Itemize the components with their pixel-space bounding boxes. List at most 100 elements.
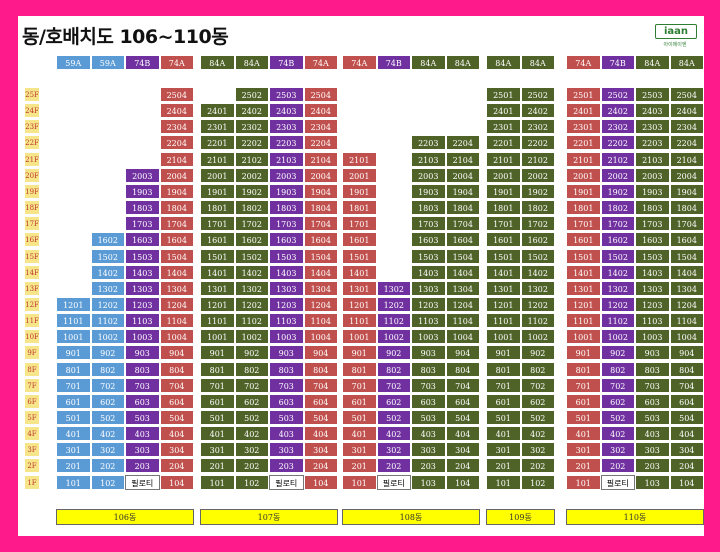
- unit-cell: 701: [486, 377, 521, 393]
- unit-type-header: 74B: [600, 55, 635, 70]
- unit-cell: 2104: [669, 151, 704, 167]
- unit-cell: 702: [376, 377, 411, 393]
- unit-cell: 204: [669, 458, 704, 474]
- unit-cell: 801: [566, 361, 601, 377]
- unit-cell: 504: [159, 410, 194, 425]
- unit-cell: 1203: [269, 296, 304, 312]
- unit-cell: 204: [303, 458, 338, 474]
- unit-cell: 402: [520, 426, 555, 442]
- unit-cell: 1004: [445, 329, 480, 345]
- unit-cell: 1601: [566, 232, 601, 248]
- unit-cell: 301: [56, 442, 91, 458]
- unit-cell: 404: [159, 426, 194, 442]
- unit-type-header: 74A: [159, 55, 194, 70]
- unit-cell: 2501: [566, 87, 601, 102]
- unit-cell: 1403: [269, 264, 304, 280]
- floor-label: 6F: [24, 393, 40, 409]
- unit-cell: 2104: [303, 151, 338, 167]
- floor-label: 1F: [24, 474, 40, 490]
- unit-cell: 1702: [600, 216, 635, 232]
- unit-cell: 202: [376, 458, 411, 474]
- unit-cell: 901: [56, 345, 91, 361]
- unit-cell: 1302: [234, 280, 269, 296]
- unit-cell: 402: [376, 426, 411, 442]
- building-label: 109동: [486, 509, 555, 525]
- unit-cell: 1202: [520, 296, 555, 312]
- unit-cell: 304: [445, 442, 480, 458]
- unit-cell: 1503: [635, 248, 670, 264]
- unit-cell: 602: [600, 393, 635, 409]
- unit-cell: 2202: [520, 135, 555, 151]
- unit-cell: 803: [125, 361, 160, 377]
- unit-cell: 1001: [200, 329, 235, 345]
- unit-cell: 404: [445, 426, 480, 442]
- unit-cell: 301: [566, 442, 601, 458]
- floor-label: 24F: [24, 103, 40, 119]
- unit-cell: 603: [269, 393, 304, 409]
- unit-cell: 701: [342, 377, 377, 393]
- unit-cell: 2201: [486, 135, 521, 151]
- unit-type-header: 84A: [234, 55, 269, 70]
- unit-cell: 1901: [342, 183, 377, 199]
- unit-cell: 203: [125, 458, 160, 474]
- unit-cell: 402: [90, 426, 125, 442]
- unit-cell: 1203: [411, 296, 446, 312]
- unit-cell: 201: [342, 458, 377, 474]
- unit-cell: 503: [125, 410, 160, 425]
- floor-label: 4F: [24, 426, 40, 442]
- unit-cell: 603: [125, 393, 160, 409]
- unit-cell: 804: [445, 361, 480, 377]
- unit-cell: 302: [90, 442, 125, 458]
- unit-cell: 601: [56, 393, 91, 409]
- unit-cell: 2401: [486, 103, 521, 119]
- unit-cell: 501: [56, 410, 91, 425]
- floor-label: 2F: [24, 458, 40, 474]
- unit-cell: 401: [200, 426, 235, 442]
- unit-cell: 2201: [566, 135, 601, 151]
- unit-cell: 1303: [635, 280, 670, 296]
- unit-cell: 504: [445, 410, 480, 425]
- unit-cell: 2102: [234, 151, 269, 167]
- unit-cell: 2003: [635, 167, 670, 183]
- unit-cell: 1904: [445, 183, 480, 199]
- unit-cell: 1502: [520, 248, 555, 264]
- unit-cell: 1202: [600, 296, 635, 312]
- unit-cell: 2001: [566, 167, 601, 183]
- unit-cell: 1002: [520, 329, 555, 345]
- unit-cell: 202: [520, 458, 555, 474]
- unit-cell: 1303: [269, 280, 304, 296]
- unit-cell: 801: [200, 361, 235, 377]
- unit-cell: 2301: [566, 119, 601, 135]
- unit-cell: 701: [56, 377, 91, 393]
- unit-cell: 604: [159, 393, 194, 409]
- unit-cell: 1503: [269, 248, 304, 264]
- unit-cell: 101: [56, 474, 91, 490]
- unit-cell: 303: [635, 442, 670, 458]
- unit-cell: 2401: [566, 103, 601, 119]
- unit-cell: 2503: [269, 87, 304, 102]
- floor-label: 7F: [24, 377, 40, 393]
- unit-cell: 703: [125, 377, 160, 393]
- unit-cell: 903: [411, 345, 446, 361]
- unit-cell: 601: [200, 393, 235, 409]
- logo-subtext: 아이에이엔: [663, 42, 687, 48]
- unit-cell: 1003: [411, 329, 446, 345]
- unit-type-header: 74B: [376, 55, 411, 70]
- unit-cell: 501: [486, 410, 521, 425]
- unit-cell: 401: [342, 426, 377, 442]
- unit-cell: 202: [90, 458, 125, 474]
- unit-cell: 2204: [669, 135, 704, 151]
- unit-type-header: 84A: [200, 55, 235, 70]
- unit-cell: 1101: [342, 313, 377, 329]
- unit-cell: 1603: [125, 232, 160, 248]
- unit-cell: 902: [234, 345, 269, 361]
- unit-cell: 2204: [445, 135, 480, 151]
- unit-cell: 2302: [520, 119, 555, 135]
- unit-cell: 1404: [159, 264, 194, 280]
- unit-type-header: 59A: [56, 55, 91, 70]
- floor-label: 15F: [24, 248, 40, 264]
- unit-cell: 1103: [635, 313, 670, 329]
- unit-cell: 1001: [486, 329, 521, 345]
- unit-cell: 403: [269, 426, 304, 442]
- unit-cell: 2101: [486, 151, 521, 167]
